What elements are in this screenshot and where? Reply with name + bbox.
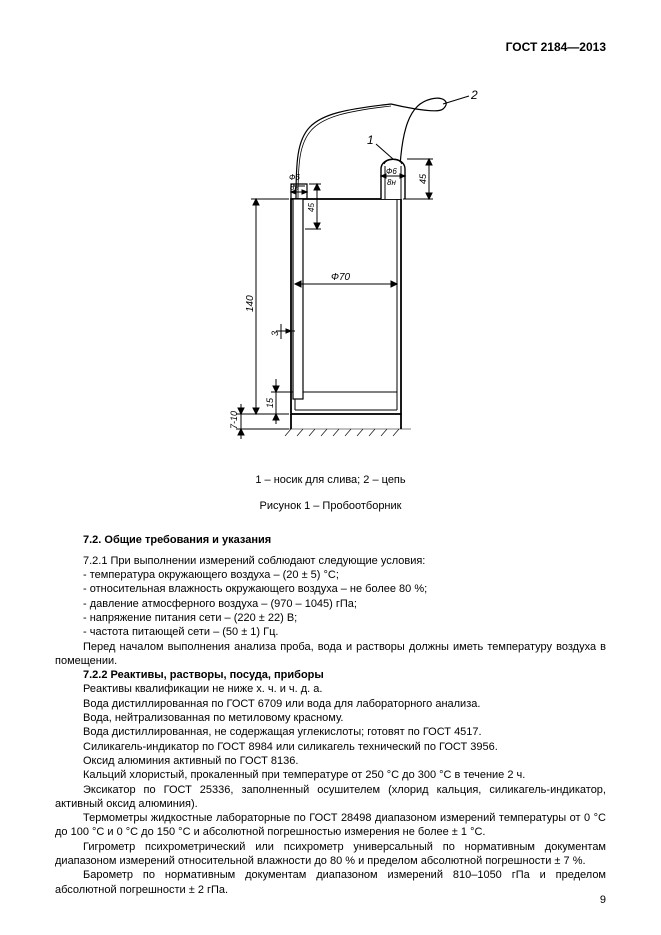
- svg-text:8н: 8н: [387, 178, 396, 187]
- figure-title: Рисунок 1 – Пробоотборник: [55, 499, 606, 513]
- reagent-3: Вода, нейтрализованная по метиловому кра…: [55, 711, 606, 725]
- cond-pressure: - давление атмосферного воздуха – (970 –…: [55, 597, 606, 611]
- reagent-8: Эксикатор по ГОСТ 25336, заполненный осу…: [55, 783, 606, 812]
- reagent-11: Барометр по нормативным документам диапа…: [55, 868, 606, 897]
- cond-frequency: - частота питающей сети – (50 ± 1) Гц.: [55, 625, 606, 639]
- page-number: 9: [600, 893, 606, 907]
- svg-text:15: 15: [265, 397, 275, 408]
- reagent-5: Силикагель-индикатор по ГОСТ 8984 или си…: [55, 740, 606, 754]
- svg-text:45: 45: [307, 202, 316, 211]
- reagent-1: Реактивы квалификации не ниже х. ч. и ч.…: [55, 682, 606, 696]
- svg-text:Ф70: Ф70: [331, 272, 351, 283]
- cond-voltage: - напряжение питания сети – (220 ± 22) В…: [55, 611, 606, 625]
- cond-temp: - температура окружающего воздуха – (20 …: [55, 568, 606, 582]
- reagent-7: Кальций хлористый, прокаленный при темпе…: [55, 768, 606, 782]
- svg-text:140: 140: [245, 294, 256, 311]
- svg-text:Ф6: Ф6: [386, 167, 397, 176]
- svg-text:45: 45: [418, 173, 428, 184]
- svg-text:7-10: 7-10: [229, 411, 239, 429]
- callout-2: 2: [470, 88, 478, 102]
- reagent-10: Гигрометр психрометрический или психроме…: [55, 840, 606, 869]
- cond-humidity: - относительная влажность окружающего во…: [55, 582, 606, 596]
- svg-text:8н: 8н: [290, 183, 299, 192]
- p-7-2-1: 7.2.1 При выполнении измерений соблюдают…: [55, 554, 606, 568]
- reagent-6: Оксид алюминия активный по ГОСТ 8136.: [55, 754, 606, 768]
- callout-1: 1: [367, 133, 374, 147]
- section-7-2-2-title: 7.2.2 Реактивы, растворы, посуда, прибор…: [55, 668, 606, 682]
- figure-1: 2 1 Ф70 140: [55, 64, 606, 458]
- sampler-diagram: 2 1 Ф70 140: [181, 64, 481, 454]
- section-7-2-title: 7.2. Общие требования и указания: [55, 533, 606, 547]
- reagent-4: Вода дистиллированная, не содержащая угл…: [55, 725, 606, 739]
- reagent-2: Вода дистиллированная по ГОСТ 6709 или в…: [55, 697, 606, 711]
- svg-text:Ф6: Ф6: [289, 173, 300, 182]
- reagent-9: Термометры жидкостные лабораторные по ГО…: [55, 811, 606, 840]
- svg-text:3: 3: [270, 331, 280, 336]
- figure-legend: 1 – носик для слива; 2 – цепь: [55, 473, 606, 487]
- p-pre-analysis: Перед началом выполнения анализа проба, …: [55, 640, 606, 669]
- doc-code: ГОСТ 2184—2013: [55, 40, 606, 56]
